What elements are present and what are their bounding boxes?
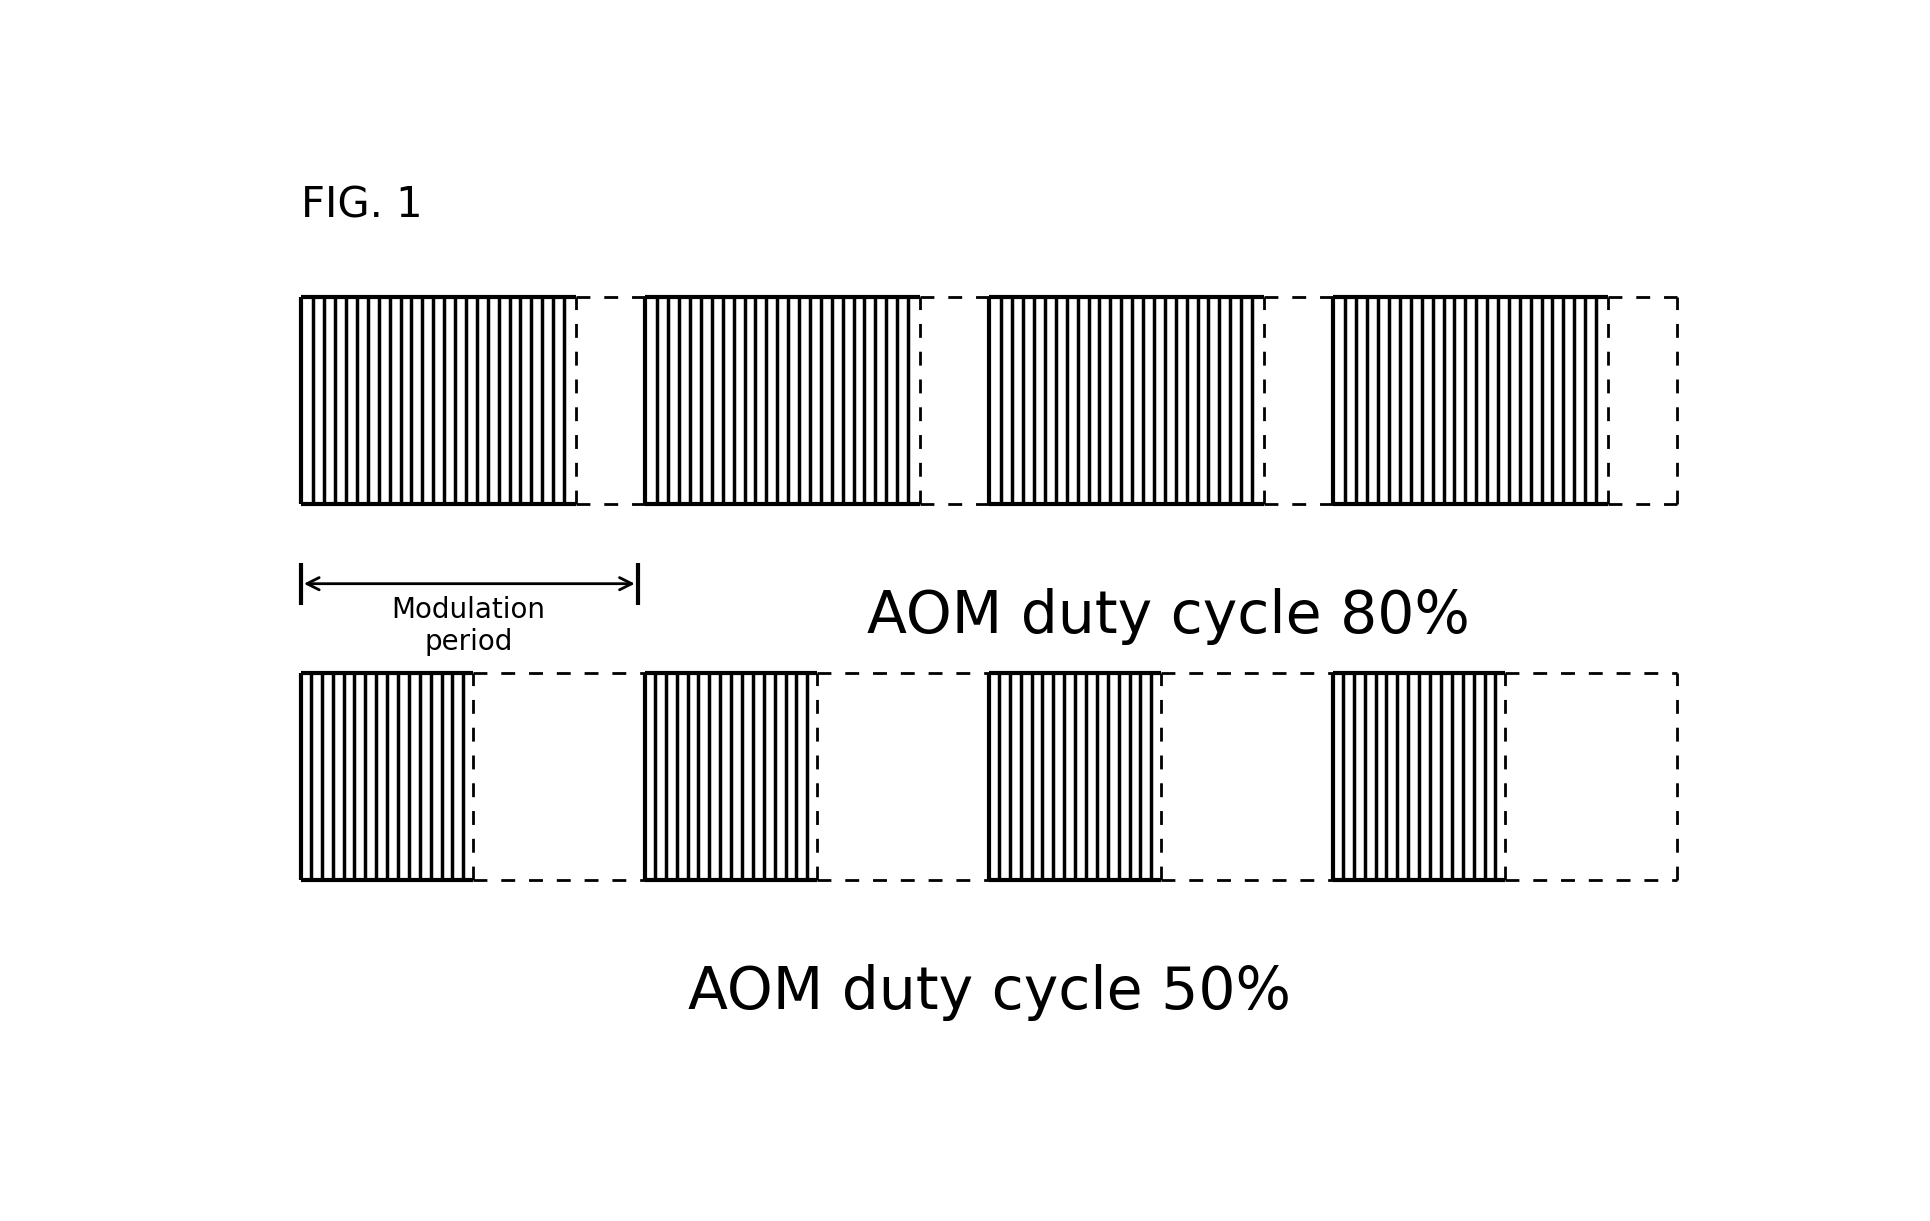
Text: AOM duty cycle 50%: AOM duty cycle 50% [687, 965, 1291, 1021]
Text: AOM duty cycle 80%: AOM duty cycle 80% [867, 589, 1471, 645]
Text: Modulation
period: Modulation period [392, 596, 546, 656]
Text: FIG. 1: FIG. 1 [301, 184, 423, 226]
